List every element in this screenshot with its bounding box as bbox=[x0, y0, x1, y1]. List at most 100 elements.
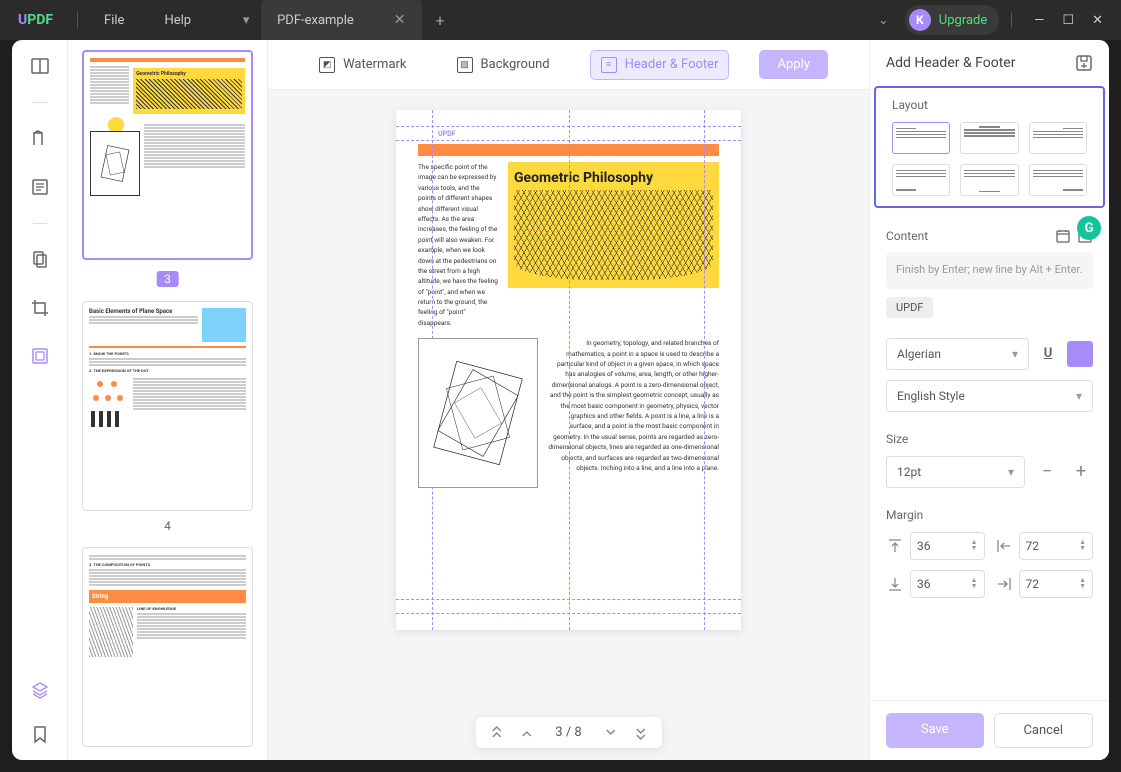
layers-icon[interactable] bbox=[28, 678, 52, 702]
chevron-down-icon: ▾ bbox=[1008, 465, 1014, 479]
page-preview: UPDF The specific point of the image can… bbox=[396, 110, 741, 630]
comment-icon[interactable] bbox=[28, 127, 52, 151]
chevron-down-icon[interactable]: ⌄ bbox=[868, 13, 899, 28]
thumb3-title: Geometric Philosophy bbox=[136, 71, 242, 77]
chevron-down-icon: ▾ bbox=[1076, 389, 1082, 403]
thumbnail-page-5[interactable]: 3. THE COMPOSITION OF POINTS String LINE… bbox=[82, 547, 253, 747]
minimize-icon[interactable]: — bbox=[1034, 13, 1044, 28]
margin-top-input[interactable]: 36▲▼ bbox=[910, 532, 985, 560]
total-pages: 8 bbox=[574, 725, 581, 740]
thumb5-sub: LINE OF KNOWLEDGE bbox=[137, 607, 246, 612]
thumb5-title: String bbox=[92, 593, 108, 600]
margin-right-icon bbox=[995, 575, 1013, 593]
thumb4-title: Basic Elements of Plane Space bbox=[89, 308, 198, 315]
page-title: Geometric Philosophy bbox=[514, 170, 713, 186]
background-icon: ▨ bbox=[457, 57, 473, 73]
document-tab[interactable]: PDF-example ✕ bbox=[261, 0, 421, 40]
page-number: 3 / 8 bbox=[549, 725, 587, 740]
content-label: Content bbox=[886, 229, 928, 243]
layout-option-1[interactable] bbox=[892, 122, 950, 154]
layout-label: Layout bbox=[892, 98, 1087, 112]
tool-strip bbox=[12, 40, 68, 760]
watermark-label: Watermark bbox=[343, 57, 406, 72]
font-style-value: English Style bbox=[897, 389, 965, 403]
font-family-select[interactable]: Algerian ▾ bbox=[886, 338, 1029, 370]
background-tab[interactable]: ▨ Background bbox=[447, 51, 560, 79]
page-right-text: In geometry, topology, and related branc… bbox=[548, 338, 719, 473]
save-button[interactable]: Save bbox=[886, 713, 984, 748]
margin-bottom-input[interactable]: 36▲▼ bbox=[910, 570, 985, 598]
margin-top-icon bbox=[886, 537, 904, 555]
font-style-select[interactable]: English Style ▾ bbox=[886, 380, 1093, 412]
reader-icon[interactable] bbox=[28, 54, 52, 78]
watermark-tab[interactable]: ◩ Watermark bbox=[309, 51, 416, 79]
menu-help[interactable]: Help bbox=[144, 13, 211, 28]
maximize-icon[interactable]: ☐ bbox=[1062, 13, 1074, 28]
calendar-icon[interactable] bbox=[1055, 228, 1071, 244]
grammarly-icon[interactable]: G bbox=[1077, 216, 1101, 240]
thumbnail-panel: Geometric Philosophy bbox=[68, 40, 268, 760]
crop-icon[interactable] bbox=[28, 296, 52, 320]
panel-title: Add Header & Footer bbox=[886, 55, 1015, 71]
add-tab-button[interactable]: + bbox=[422, 11, 459, 30]
size-decrease-button[interactable]: − bbox=[1035, 460, 1059, 484]
upgrade-button[interactable]: K Upgrade bbox=[905, 5, 999, 35]
apply-button[interactable]: Apply bbox=[759, 50, 827, 79]
logo-pdf: PDF bbox=[27, 12, 53, 28]
underline-button[interactable]: U bbox=[1035, 341, 1061, 367]
size-value: 12pt bbox=[897, 465, 921, 479]
close-window-icon[interactable]: ✕ bbox=[1092, 13, 1103, 28]
text-color-button[interactable] bbox=[1067, 341, 1093, 367]
titlebar: UPDF File Help ▾ PDF-example ✕ + ⌄ K Upg… bbox=[0, 0, 1121, 40]
menu-file[interactable]: File bbox=[84, 13, 144, 28]
layout-option-4[interactable] bbox=[892, 164, 950, 196]
first-page-icon[interactable] bbox=[489, 726, 503, 740]
document-viewport[interactable]: UPDF The specific point of the image can… bbox=[268, 90, 869, 760]
current-page: 3 bbox=[555, 725, 562, 740]
thumb4-h1: 1. KNOW THE POINTS bbox=[89, 352, 246, 357]
layout-option-5[interactable] bbox=[960, 164, 1018, 196]
thumb5-h1: 3. THE COMPOSITION OF POINTS bbox=[89, 563, 246, 568]
size-select[interactable]: 12pt ▾ bbox=[886, 456, 1025, 488]
cancel-button[interactable]: Cancel bbox=[994, 713, 1094, 748]
header-footer-label: Header & Footer bbox=[625, 57, 719, 72]
page-geo-image bbox=[418, 338, 538, 488]
save-template-icon[interactable] bbox=[1075, 54, 1093, 72]
document-toolbar: ◩ Watermark ▨ Background ≡ Header & Foot… bbox=[268, 40, 869, 90]
prev-page-icon[interactable] bbox=[519, 726, 533, 740]
layout-option-2[interactable] bbox=[960, 122, 1018, 154]
thumbnail-page-4[interactable]: Basic Elements of Plane Space 1. KNOW TH… bbox=[82, 301, 253, 511]
page-left-text: The specific point of the image can be e… bbox=[418, 162, 498, 328]
app-logo: UPDF bbox=[0, 12, 71, 28]
tab-dropdown-icon[interactable]: ▾ bbox=[231, 13, 261, 28]
size-label: Size bbox=[886, 432, 1093, 446]
margin-left-input[interactable]: 72▲▼ bbox=[1019, 532, 1094, 560]
last-page-icon[interactable] bbox=[634, 726, 648, 740]
background-label: Background bbox=[481, 57, 550, 72]
panel-header: Add Header & Footer bbox=[870, 40, 1109, 86]
size-section: Size 12pt ▾ − + bbox=[870, 422, 1109, 498]
page-tools-icon[interactable] bbox=[28, 344, 52, 368]
header-footer-tab[interactable]: ≡ Header & Footer bbox=[590, 50, 730, 80]
thumb4-h2: 2. THE EXPRESSION OF THE DOT bbox=[89, 369, 246, 374]
thumbnail-page-3[interactable]: Geometric Philosophy bbox=[82, 50, 253, 260]
thumb-num-4: 4 bbox=[82, 519, 253, 533]
size-increase-button[interactable]: + bbox=[1069, 460, 1093, 484]
edit-icon[interactable] bbox=[28, 175, 52, 199]
close-icon[interactable]: ✕ bbox=[394, 12, 406, 28]
layout-option-3[interactable] bbox=[1029, 122, 1087, 154]
layout-option-6[interactable] bbox=[1029, 164, 1087, 196]
next-page-icon[interactable] bbox=[604, 726, 618, 740]
layout-section: Layout bbox=[874, 86, 1105, 208]
margin-left-icon bbox=[995, 537, 1013, 555]
header-footer-icon: ≡ bbox=[601, 57, 617, 73]
watermark-icon: ◩ bbox=[319, 57, 335, 73]
bookmark-icon[interactable] bbox=[28, 722, 52, 746]
organize-icon[interactable] bbox=[28, 248, 52, 272]
properties-panel: Add Header & Footer Layout Content # bbox=[869, 40, 1109, 760]
margin-right-input[interactable]: 72▲▼ bbox=[1019, 570, 1094, 598]
margin-label: Margin bbox=[886, 508, 1093, 522]
tab-title: PDF-example bbox=[277, 13, 354, 28]
content-tag[interactable]: UPDF bbox=[886, 297, 933, 318]
content-input[interactable]: Finish by Enter; new line by Alt + Enter… bbox=[886, 252, 1093, 289]
